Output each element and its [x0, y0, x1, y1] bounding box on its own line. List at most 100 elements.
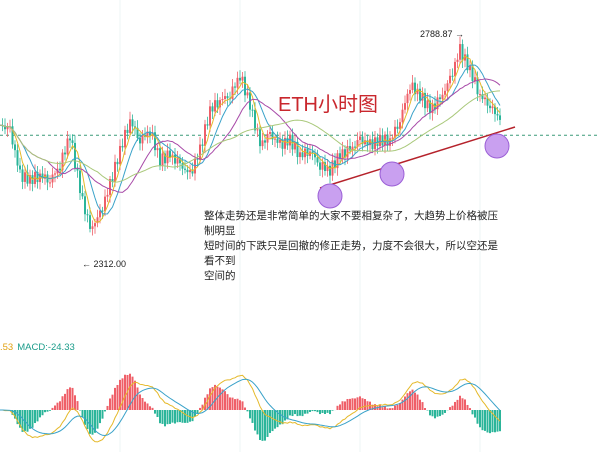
- candle-body: [161, 153, 164, 166]
- macd-histogram-bar: [406, 393, 409, 410]
- macd-histogram-bar: [256, 410, 259, 435]
- candle-body: [456, 59, 459, 62]
- candle-body: [274, 138, 276, 140]
- macd-histogram-bar: [74, 395, 76, 410]
- macd-histogram-bar: [276, 410, 279, 428]
- macd-histogram-bar: [166, 410, 169, 425]
- candle-body: [486, 97, 489, 106]
- macd-histogram-bar: [209, 388, 211, 410]
- macd-histogram-bar: [139, 394, 141, 410]
- candle-body: [156, 148, 159, 151]
- candle-body: [186, 169, 189, 173]
- macd-histogram-bar: [34, 410, 36, 424]
- macd-histogram-bar: [331, 410, 334, 411]
- candle-body: [469, 65, 471, 71]
- chart-title: ETH小时图: [278, 94, 378, 116]
- macd-histogram-bar: [251, 410, 254, 423]
- macd-histogram-bar: [349, 398, 351, 410]
- note-line: 整体走势还是非常简单的大家不要相复杂了，大趋势上价格被压制明显: [204, 210, 498, 237]
- macd-histogram-bar: [346, 399, 349, 410]
- candle-body: [101, 210, 104, 212]
- macd-histogram-bar: [171, 410, 174, 423]
- candle-body: [139, 137, 141, 144]
- macd-histogram-bar: [24, 410, 26, 431]
- candle-body: [21, 169, 24, 182]
- macd-histogram-bar: [134, 380, 136, 410]
- candle-body: [241, 76, 244, 81]
- candle-body: [114, 161, 116, 182]
- analysis-note: 整体走势还是非常简单的大家不要相复杂了，大趋势上价格被压制明显 短时间的下跌只是…: [204, 209, 504, 284]
- macd-histogram-bar: [141, 398, 144, 410]
- candle-body: [359, 136, 361, 141]
- macd-histogram-bar: [101, 410, 104, 419]
- candle-body: [379, 135, 381, 147]
- candle-body: [449, 75, 451, 84]
- macd-histogram-bar: [421, 402, 424, 410]
- candle-body: [64, 152, 66, 155]
- macd-histogram-bar: [174, 410, 176, 424]
- candle-body: [216, 100, 219, 108]
- macd-histogram-bar: [444, 410, 446, 413]
- candle-body: [361, 136, 364, 145]
- candle-body: [69, 138, 71, 141]
- macd-histogram-bar: [261, 410, 264, 441]
- macd-histogram-bar: [361, 398, 364, 410]
- macd-histogram-bar: [181, 410, 184, 423]
- macd-histogram-bar: [39, 410, 41, 418]
- moving-average-line: [0, 90, 501, 183]
- candle-body: [124, 129, 126, 148]
- note-line: 短时间的下跌只是回撤的修正走势，力度不会很大，所以空还是看不到: [204, 240, 498, 267]
- macd-histogram-bar: [234, 399, 236, 410]
- candle-body: [321, 162, 324, 170]
- candle-body: [281, 139, 284, 149]
- macd-histogram-bar: [144, 401, 146, 410]
- candle-body: [436, 97, 439, 110]
- candle-body: [364, 140, 366, 145]
- macd-histogram-bar: [294, 410, 296, 415]
- macd-histogram-bar: [341, 401, 344, 410]
- macd-histogram-bar: [311, 410, 314, 412]
- candle-body: [239, 77, 241, 81]
- candle-body: [59, 168, 61, 171]
- macd-histogram-bar: [381, 407, 384, 410]
- candle-body: [179, 158, 181, 164]
- candle-body: [451, 75, 454, 77]
- candle-body: [294, 141, 296, 150]
- candle-body: [426, 100, 429, 109]
- candle-body: [119, 145, 121, 165]
- macd-histogram-bar: [99, 410, 101, 424]
- candle-body: [236, 77, 239, 88]
- candle-body: [356, 140, 359, 148]
- macd-histogram-bar: [399, 403, 401, 410]
- macd-histogram-bar: [266, 410, 269, 437]
- candle-body: [181, 163, 184, 169]
- macd-histogram-bar: [414, 392, 416, 410]
- macd-histogram-bar: [459, 395, 461, 410]
- candle-body: [54, 173, 56, 175]
- candle-body: [106, 194, 109, 197]
- candle-body: [311, 151, 314, 154]
- candle-body: [11, 126, 14, 145]
- candle-body: [174, 154, 176, 164]
- high-label: 2788.87 →: [420, 29, 465, 39]
- candle-body: [324, 162, 326, 172]
- candle-body: [474, 77, 476, 82]
- candle-body: [191, 170, 194, 174]
- candle-body: [226, 96, 229, 99]
- macd-histogram-bar: [379, 405, 381, 410]
- candle-body: [461, 44, 464, 61]
- macd-histogram-bar: [404, 396, 406, 410]
- candle-body: [406, 93, 409, 104]
- candle-body: [386, 134, 389, 146]
- macd-histogram-bar: [226, 394, 229, 410]
- candle-body: [256, 129, 259, 131]
- candle-body: [409, 90, 411, 94]
- candle-body: [184, 168, 186, 170]
- candle-body: [224, 96, 226, 100]
- macd-histogram-bar: [486, 410, 489, 433]
- candle-body: [479, 94, 481, 96]
- macd-histogram-bar: [114, 387, 116, 410]
- macd-histogram-bar: [201, 404, 204, 410]
- low-label: ← 2312.00: [82, 259, 127, 269]
- candle-body: [441, 94, 444, 100]
